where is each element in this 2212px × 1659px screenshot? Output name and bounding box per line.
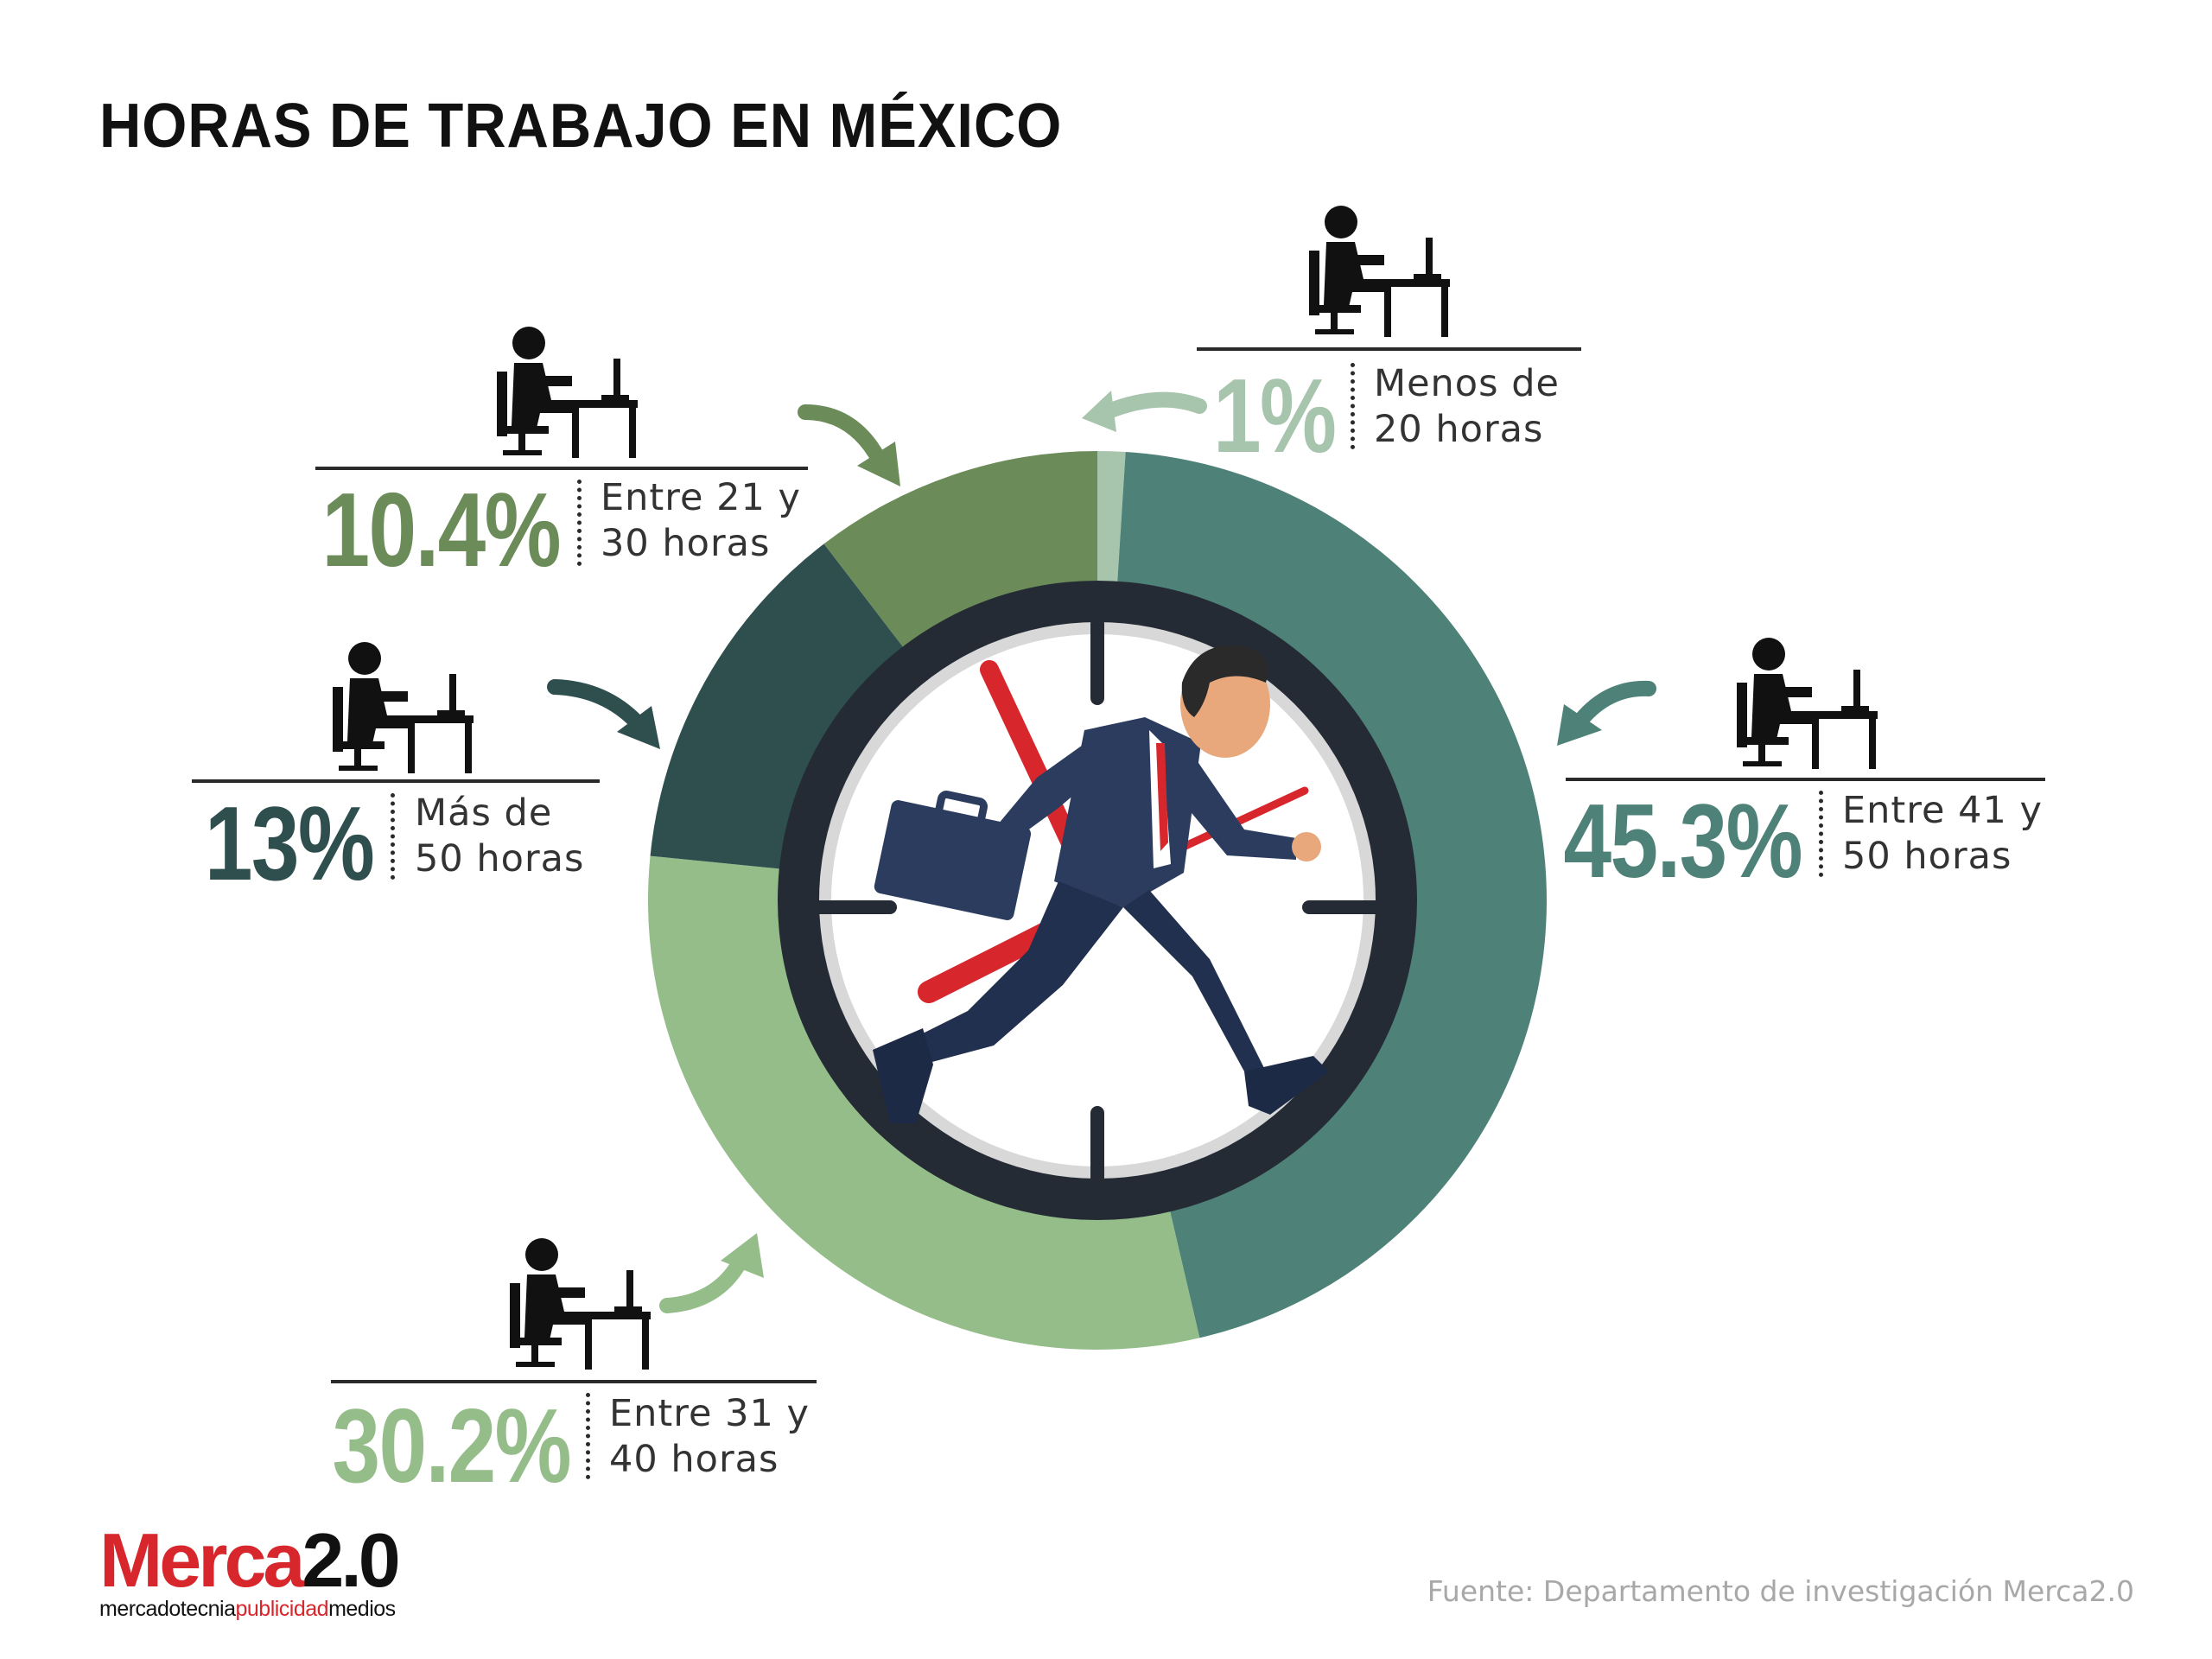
- source-note: Fuente: Departamento de investigación Me…: [1427, 1574, 2134, 1608]
- arrow-icon: [547, 679, 660, 749]
- dotted-divider: [1819, 791, 1823, 877]
- person-at-desk-icon: [1737, 638, 1878, 769]
- arrow-icon: [1557, 680, 1656, 746]
- dotted-divider: [577, 480, 582, 566]
- value-label-entre-41-50: 45.3%: [1563, 782, 1803, 899]
- running-businessman-clock-icon: [778, 581, 1417, 1220]
- category-label-entre-41-50: Entre 41 y 50 horas: [1842, 788, 2043, 880]
- category-line: Entre 41 y: [1842, 789, 2043, 832]
- category-line: Entre 21 y: [601, 476, 801, 519]
- value-label-entre-31-40: 30.2%: [332, 1387, 572, 1504]
- divider-line: [1566, 778, 2045, 781]
- category-line: Menos de: [1374, 362, 1560, 405]
- category-line: Más de: [415, 791, 553, 835]
- logo-wordmark: Merca2.0: [99, 1522, 401, 1599]
- category-line: 50 horas: [415, 837, 585, 880]
- category-label-entre-31-40: Entre 31 y 40 horas: [609, 1391, 810, 1483]
- value-label-mas-50: 13%: [204, 785, 375, 902]
- logo-tag: medios: [328, 1597, 396, 1621]
- category-line: Entre 31 y: [609, 1392, 810, 1435]
- arrow-icon: [659, 1233, 764, 1313]
- logo-number: 2.0: [302, 1517, 400, 1603]
- arrow-icon: [1082, 391, 1207, 432]
- value-label-entre-21-30: 10.4%: [321, 471, 562, 588]
- dotted-divider: [1351, 363, 1355, 449]
- merca-logo: Merca2.0 mercadotecniapublicidadmedios: [99, 1522, 401, 1622]
- person-at-desk-icon: [510, 1238, 651, 1370]
- person-at-desk-icon: [1309, 206, 1450, 337]
- page-title: HORAS DE TRABAJO EN MÉXICO: [99, 92, 1063, 161]
- category-line: 20 horas: [1374, 408, 1544, 451]
- dotted-divider: [391, 793, 395, 880]
- person-at-desk-icon: [333, 642, 474, 773]
- divider-line: [331, 1380, 817, 1383]
- person-at-desk-icon: [497, 327, 638, 458]
- category-line: 40 horas: [609, 1438, 779, 1481]
- arrow-icon: [798, 404, 900, 486]
- category-label-entre-21-30: Entre 21 y 30 horas: [601, 475, 801, 567]
- category-line: 30 horas: [601, 522, 771, 565]
- logo-tag: mercadotecnia: [99, 1597, 236, 1621]
- category-line: 50 horas: [1842, 835, 2012, 878]
- divider-line: [315, 467, 808, 470]
- category-label-mas-50: Más de 50 horas: [415, 791, 584, 882]
- logo-tagline: mercadotecniapublicidadmedios: [99, 1597, 397, 1622]
- dotted-divider: [586, 1393, 590, 1479]
- divider-line: [1197, 347, 1581, 351]
- logo-name: Merca: [99, 1517, 305, 1603]
- logo-tag: publicidad: [235, 1597, 329, 1621]
- category-label-menos-20: Menos de 20 horas: [1374, 361, 1560, 453]
- value-label-menos-20: 1%: [1212, 357, 1337, 474]
- divider-line: [192, 779, 600, 783]
